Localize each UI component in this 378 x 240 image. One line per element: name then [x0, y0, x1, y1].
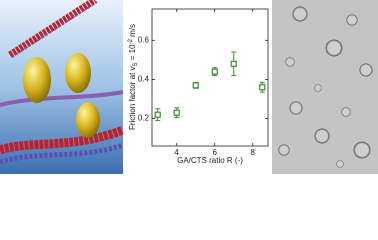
y-label-part: m/s — [128, 24, 137, 39]
y-tick-label: 0.4 — [138, 75, 150, 84]
x-tick-label: 4 — [174, 148, 179, 157]
y-tick-label: 0.2 — [138, 114, 150, 123]
y-label-part: Friction factor at v — [128, 66, 137, 130]
marker — [154, 111, 161, 118]
x-tick-label: 6 — [213, 148, 218, 157]
x-axis-label: GA/CTS ratio R (-) — [177, 156, 243, 165]
marker — [173, 109, 180, 116]
illustration — [0, 0, 125, 174]
marker — [259, 84, 266, 91]
y-axis-label: Friction factor at vS = 10-2 m/s — [128, 24, 139, 130]
y-label-part: = 10 — [128, 44, 137, 63]
marker — [192, 82, 199, 89]
figure: GA/CTS ratio R (-) Friction factor at vS… — [0, 0, 378, 174]
y-label-sup: -2 — [128, 38, 134, 44]
y-tick-label: 0.6 — [138, 35, 150, 44]
micrograph — [272, 0, 378, 174]
marker — [230, 60, 237, 67]
x-tick-label: 8 — [251, 148, 256, 157]
marker — [211, 68, 218, 75]
y-label-sub: S — [133, 62, 139, 66]
plot-frame — [151, 8, 269, 147]
